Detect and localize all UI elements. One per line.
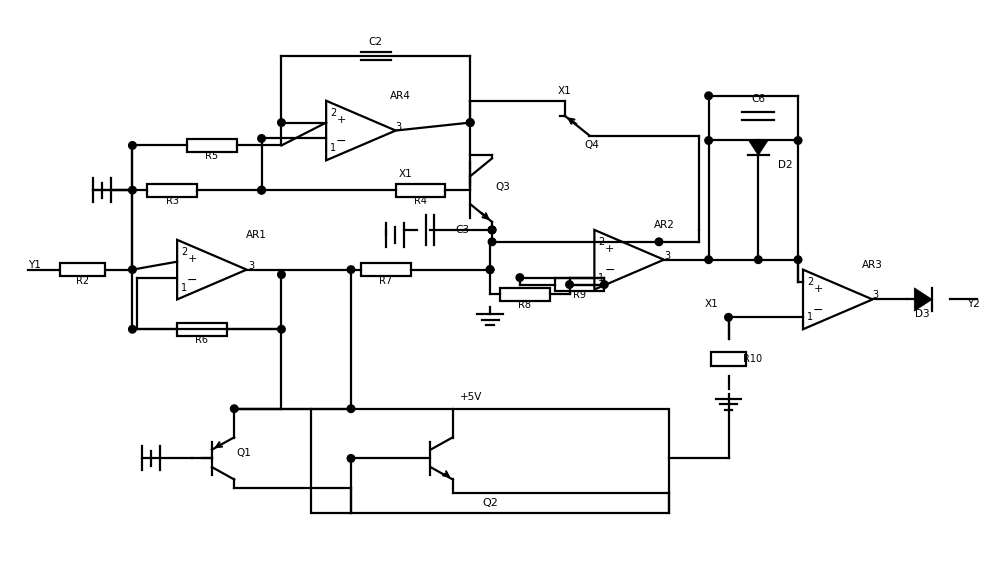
Circle shape	[566, 281, 573, 288]
Bar	[396, 184, 445, 197]
Circle shape	[129, 266, 136, 273]
Text: 1: 1	[598, 273, 604, 283]
Text: 1: 1	[181, 283, 187, 292]
Text: C3: C3	[455, 225, 469, 235]
Text: R10: R10	[743, 354, 763, 364]
Text: 2: 2	[807, 277, 813, 287]
Text: R2: R2	[76, 276, 89, 285]
Text: C6: C6	[751, 94, 765, 104]
Circle shape	[705, 256, 712, 263]
Text: R6: R6	[195, 335, 208, 345]
Circle shape	[129, 186, 136, 194]
Text: R8: R8	[518, 301, 531, 310]
Circle shape	[347, 266, 355, 273]
Bar	[147, 184, 197, 197]
Text: +: +	[814, 284, 823, 294]
Text: 3: 3	[872, 291, 879, 301]
Polygon shape	[748, 140, 769, 155]
Text: 2: 2	[330, 108, 336, 118]
Text: 2: 2	[598, 237, 604, 247]
Circle shape	[466, 119, 474, 126]
Text: 1: 1	[807, 312, 813, 323]
Text: 1: 1	[330, 144, 336, 153]
Text: Y2: Y2	[967, 299, 980, 309]
Circle shape	[516, 274, 524, 281]
Text: D3: D3	[915, 309, 930, 320]
Circle shape	[705, 92, 712, 100]
Bar	[177, 323, 227, 336]
Text: R3: R3	[166, 196, 179, 206]
Text: D2: D2	[778, 160, 793, 170]
Circle shape	[278, 271, 285, 278]
Text: +: +	[188, 254, 197, 264]
Bar	[361, 263, 411, 276]
Circle shape	[601, 281, 608, 288]
Text: AR2: AR2	[653, 220, 674, 230]
Circle shape	[258, 186, 265, 194]
Circle shape	[705, 137, 712, 144]
Circle shape	[488, 238, 496, 245]
Circle shape	[278, 119, 285, 126]
Text: 3: 3	[664, 251, 670, 261]
Text: AR4: AR4	[390, 91, 411, 101]
Text: −: −	[336, 135, 347, 148]
Circle shape	[129, 142, 136, 149]
Text: Q4: Q4	[584, 141, 599, 151]
Text: Q3: Q3	[495, 182, 510, 192]
Text: R9: R9	[573, 291, 586, 301]
Text: X1: X1	[399, 169, 412, 179]
Circle shape	[486, 266, 494, 273]
Text: Q2: Q2	[482, 498, 498, 508]
Text: +: +	[337, 115, 346, 125]
Circle shape	[488, 226, 496, 234]
Circle shape	[258, 186, 265, 194]
Circle shape	[258, 135, 265, 142]
Circle shape	[655, 238, 663, 245]
Text: 3: 3	[396, 122, 402, 131]
Text: X1: X1	[705, 299, 719, 309]
Circle shape	[725, 314, 732, 321]
Circle shape	[129, 325, 136, 333]
Text: Y1: Y1	[28, 259, 41, 270]
Text: 3: 3	[249, 261, 255, 270]
Bar	[187, 139, 237, 152]
Circle shape	[230, 405, 238, 412]
Polygon shape	[914, 288, 932, 311]
Bar	[711, 351, 746, 367]
Text: 2: 2	[181, 247, 187, 256]
Text: R5: R5	[205, 151, 218, 162]
Circle shape	[755, 256, 762, 263]
Circle shape	[486, 266, 494, 273]
Text: −: −	[813, 303, 824, 317]
Bar	[500, 288, 550, 301]
Circle shape	[278, 325, 285, 333]
Circle shape	[347, 455, 355, 462]
Bar	[555, 278, 604, 291]
Circle shape	[466, 119, 474, 126]
Text: −: −	[187, 274, 198, 287]
Text: +: +	[605, 244, 614, 254]
Circle shape	[794, 137, 802, 144]
Text: Q1: Q1	[237, 448, 252, 459]
Text: AR3: AR3	[862, 259, 883, 270]
Text: AR1: AR1	[246, 230, 267, 240]
Text: X1: X1	[558, 86, 571, 96]
Circle shape	[488, 226, 496, 234]
Circle shape	[794, 256, 802, 263]
Bar	[60, 263, 105, 276]
Text: R4: R4	[414, 196, 427, 206]
Circle shape	[347, 405, 355, 412]
Text: −: −	[604, 264, 615, 277]
Text: +5V: +5V	[460, 392, 483, 402]
Bar	[311, 409, 669, 513]
Text: R7: R7	[379, 276, 392, 285]
Text: C2: C2	[369, 37, 383, 47]
